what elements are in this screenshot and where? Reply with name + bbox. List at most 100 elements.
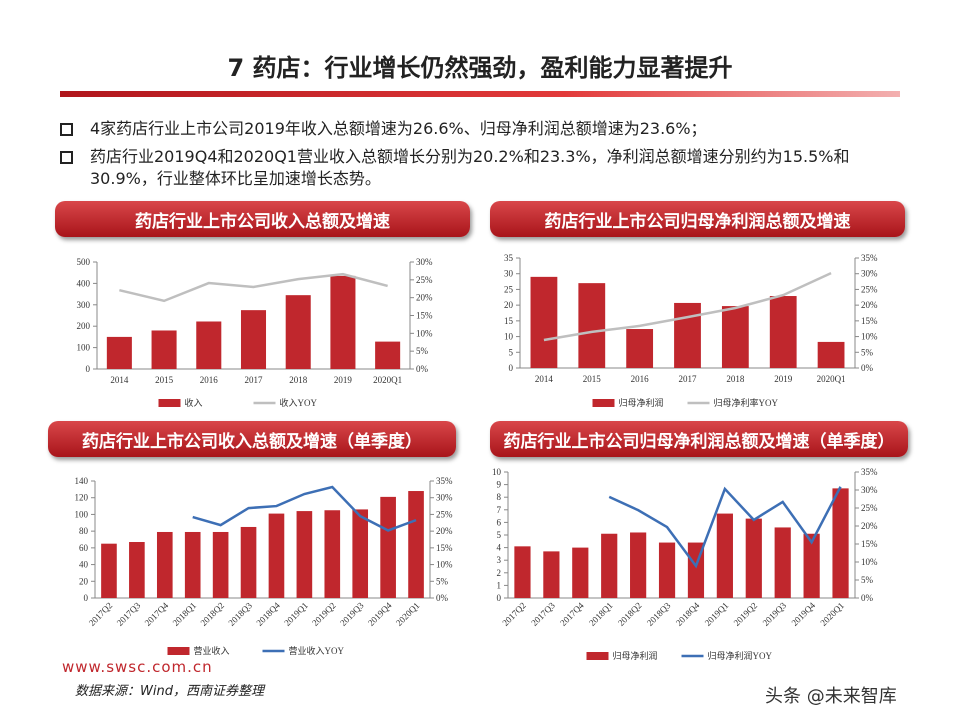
y2-tick-label: 30% [416,257,433,267]
x-tick-label: 2019 [334,375,353,385]
x-tick-label: 2018Q4 [254,600,282,628]
y-tick-label: 7 [497,505,502,515]
legend-label: 营业收入YOY [289,645,345,656]
y2-tick-label: 15% [416,311,433,321]
slide-title: 7 药店：行业增长仍然强劲，盈利能力显著提升 [227,54,733,82]
x-tick-label: 2020Q1 [818,600,846,628]
y-tick-label: 3 [497,555,502,565]
bar [296,511,313,598]
x-tick-label: 2019Q1 [282,600,310,628]
y2-tick-label: 15% [861,539,878,549]
y-tick-label: 10 [492,467,502,477]
bar [803,533,820,598]
y-tick-label: 20 [504,300,514,310]
x-tick-label: 2020Q1 [817,374,846,384]
bar [268,513,285,598]
legend-label: 收入 [185,397,203,408]
bar [745,518,762,598]
legend-swatch [158,399,181,407]
y2-tick-label: 35% [436,476,453,486]
x-tick-label: 2017 [245,375,264,385]
bar [658,542,676,598]
bar [774,527,791,598]
x-tick-label: 2019Q4 [366,600,394,628]
x-tick-label: 2018Q1 [171,600,199,628]
y-tick-label: 2 [497,568,502,578]
x-tick-label: 2019Q3 [338,600,366,628]
x-tick-label: 2017 [679,374,698,384]
y-tick-label: 80 [79,526,89,536]
y2-tick-label: 30% [861,485,878,495]
y-tick-label: 60 [79,543,89,553]
bar [240,310,267,369]
bar [769,296,797,368]
bullet-text: 药店行业2019Q4和2020Q1营业收入总额增长分别为20.2%和23.3%，… [90,147,850,188]
y2-tick-label: 0% [861,593,874,603]
y2-tick-label: 0% [861,363,874,373]
bar [514,546,531,598]
bar [101,543,117,598]
bar [324,510,341,598]
bar [543,551,560,598]
x-tick-label: 2018Q4 [674,600,702,628]
y-tick-label: 35 [504,253,514,263]
x-tick-label: 2020Q1 [394,600,422,628]
y2-tick-label: 25% [861,284,878,294]
bar [578,283,606,368]
bar [572,547,589,598]
x-tick-label: 2018Q2 [198,600,226,628]
title-rule [60,91,900,97]
y2-tick-label: 10% [436,560,453,570]
x-tick-label: 2019Q2 [310,600,338,628]
y2-tick-label: 10% [416,328,433,338]
y-tick-label: 0 [86,364,91,374]
y-tick-label: 40 [79,560,89,570]
line [192,485,417,532]
legend-swatch [592,399,615,407]
legend-swatch [167,647,190,655]
bar [380,496,396,598]
x-tick-label: 2018Q2 [616,600,644,628]
y2-tick-label: 0% [416,364,429,374]
y-tick-label: 400 [77,278,91,288]
site: www.swsc.com.cn [62,658,213,676]
x-tick-label: 2018Q3 [226,600,254,628]
y-tick-label: 25 [504,284,514,294]
bar [129,542,145,598]
y2-tick-label: 0% [436,593,449,603]
x-tick-label: 2019Q3 [761,600,789,628]
y-tick-label: 300 [77,300,91,310]
bar [212,531,229,598]
x-tick-label: 2017Q4 [143,600,171,628]
y2-tick-label: 25% [436,509,453,519]
x-tick-label: 2015 [583,374,602,384]
y2-tick-label: 35% [861,467,878,477]
y2-tick-label: 5% [436,576,449,586]
bar [601,533,618,598]
watermark: 头条 @未来智库 [765,686,897,707]
y2-tick-label: 20% [861,521,878,531]
bar [184,531,201,598]
legend-label: 归母净利润 [613,650,658,661]
bar [285,295,311,369]
bar [832,488,849,598]
x-tick-label: 2014 [110,375,129,385]
bullet-text: 4家药店行业上市公司2019年收入总额增速为26.6%、归母净利润总额增速为23… [90,119,707,138]
y-tick-label: 6 [497,517,502,527]
bar [106,336,132,369]
bar [151,330,177,369]
bar [352,509,369,598]
x-tick-label: 2017Q2 [87,600,115,628]
x-tick-label: 2020Q1 [373,375,402,385]
y-tick-label: 500 [77,257,91,267]
legend-label: 归母净利润YOY [708,650,773,661]
x-tick-label: 2016 [631,374,650,384]
y-tick-label: 0 [84,593,89,603]
y-tick-label: 4 [497,543,502,553]
legend-label: 归母净利率YOY [714,397,779,408]
y-tick-label: 140 [75,476,89,486]
bar [817,341,845,368]
x-tick-label: 2018 [289,375,308,385]
legend-label: 收入YOY [280,397,318,408]
